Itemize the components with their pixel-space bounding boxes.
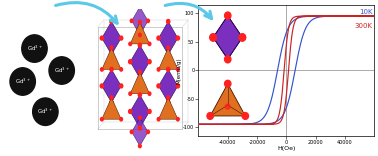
Circle shape xyxy=(167,101,170,105)
Circle shape xyxy=(225,12,231,19)
FancyArrowPatch shape xyxy=(56,2,117,23)
Circle shape xyxy=(119,36,123,40)
Polygon shape xyxy=(210,84,245,116)
Circle shape xyxy=(110,67,113,71)
Text: 300K: 300K xyxy=(355,23,372,29)
Circle shape xyxy=(148,110,151,113)
Circle shape xyxy=(138,33,141,37)
Polygon shape xyxy=(213,16,242,59)
Circle shape xyxy=(148,92,151,95)
Circle shape xyxy=(101,68,103,71)
Circle shape xyxy=(138,70,141,74)
Circle shape xyxy=(176,84,180,88)
Circle shape xyxy=(239,34,246,41)
Circle shape xyxy=(157,117,160,121)
Text: $\rm Gd^{3+}$: $\rm Gd^{3+}$ xyxy=(37,107,53,116)
Circle shape xyxy=(130,130,133,134)
Circle shape xyxy=(225,80,231,87)
Ellipse shape xyxy=(49,57,74,84)
X-axis label: H(Oe): H(Oe) xyxy=(277,146,296,151)
Circle shape xyxy=(110,53,113,57)
Circle shape xyxy=(167,67,170,71)
Circle shape xyxy=(157,36,160,40)
Circle shape xyxy=(167,96,170,99)
Circle shape xyxy=(177,117,179,121)
Polygon shape xyxy=(130,72,150,94)
Circle shape xyxy=(157,84,160,88)
Circle shape xyxy=(207,113,213,119)
Circle shape xyxy=(110,101,113,105)
Circle shape xyxy=(100,84,104,88)
Circle shape xyxy=(138,126,141,130)
Circle shape xyxy=(129,42,132,46)
Text: $\rm Gd^{3+}$: $\rm Gd^{3+}$ xyxy=(54,66,70,75)
Circle shape xyxy=(147,19,149,22)
Circle shape xyxy=(148,60,151,64)
Circle shape xyxy=(225,56,231,63)
Polygon shape xyxy=(158,22,178,55)
Circle shape xyxy=(119,84,123,88)
Circle shape xyxy=(167,20,170,23)
Circle shape xyxy=(138,43,141,47)
Polygon shape xyxy=(102,98,121,119)
Circle shape xyxy=(176,36,180,40)
Polygon shape xyxy=(130,45,150,78)
Polygon shape xyxy=(158,69,178,102)
Circle shape xyxy=(138,144,141,148)
Circle shape xyxy=(138,20,141,24)
Circle shape xyxy=(120,68,122,71)
Circle shape xyxy=(167,46,170,49)
FancyArrowPatch shape xyxy=(165,3,212,19)
Circle shape xyxy=(167,53,170,57)
Circle shape xyxy=(239,34,246,41)
Polygon shape xyxy=(159,48,178,69)
Circle shape xyxy=(225,104,230,109)
Polygon shape xyxy=(132,7,148,35)
Circle shape xyxy=(110,20,113,23)
Circle shape xyxy=(101,117,103,121)
Circle shape xyxy=(110,46,113,49)
Circle shape xyxy=(120,117,122,121)
Circle shape xyxy=(210,34,216,41)
Circle shape xyxy=(129,92,132,95)
Circle shape xyxy=(210,34,216,41)
Circle shape xyxy=(177,68,179,71)
Polygon shape xyxy=(102,69,121,102)
Polygon shape xyxy=(102,22,121,55)
Circle shape xyxy=(147,130,149,134)
Ellipse shape xyxy=(22,35,47,62)
Circle shape xyxy=(110,96,113,99)
Y-axis label: M(emu/g): M(emu/g) xyxy=(177,57,182,83)
Circle shape xyxy=(130,19,133,22)
Ellipse shape xyxy=(10,68,36,95)
Polygon shape xyxy=(159,98,178,119)
Polygon shape xyxy=(130,22,150,44)
Circle shape xyxy=(138,76,141,80)
Text: $\rm Gd^{3+}$: $\rm Gd^{3+}$ xyxy=(26,44,42,53)
Ellipse shape xyxy=(33,98,58,125)
Polygon shape xyxy=(132,118,148,146)
Circle shape xyxy=(138,116,141,119)
Circle shape xyxy=(100,36,104,40)
Circle shape xyxy=(138,93,141,97)
Circle shape xyxy=(129,60,132,64)
Polygon shape xyxy=(102,48,121,69)
Text: $\rm Gd^{3+}$: $\rm Gd^{3+}$ xyxy=(15,77,31,86)
Circle shape xyxy=(157,68,160,71)
Polygon shape xyxy=(130,95,150,128)
Circle shape xyxy=(148,42,151,46)
Circle shape xyxy=(129,110,132,113)
Text: 10K: 10K xyxy=(359,9,372,15)
Circle shape xyxy=(138,5,141,8)
Circle shape xyxy=(242,113,248,119)
